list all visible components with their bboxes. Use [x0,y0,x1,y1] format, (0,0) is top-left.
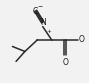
Text: O: O [78,35,84,44]
Text: O: O [63,58,69,67]
Text: +: + [47,29,51,34]
Text: N: N [40,18,46,27]
Text: −: − [38,3,43,8]
Text: C: C [33,7,38,16]
